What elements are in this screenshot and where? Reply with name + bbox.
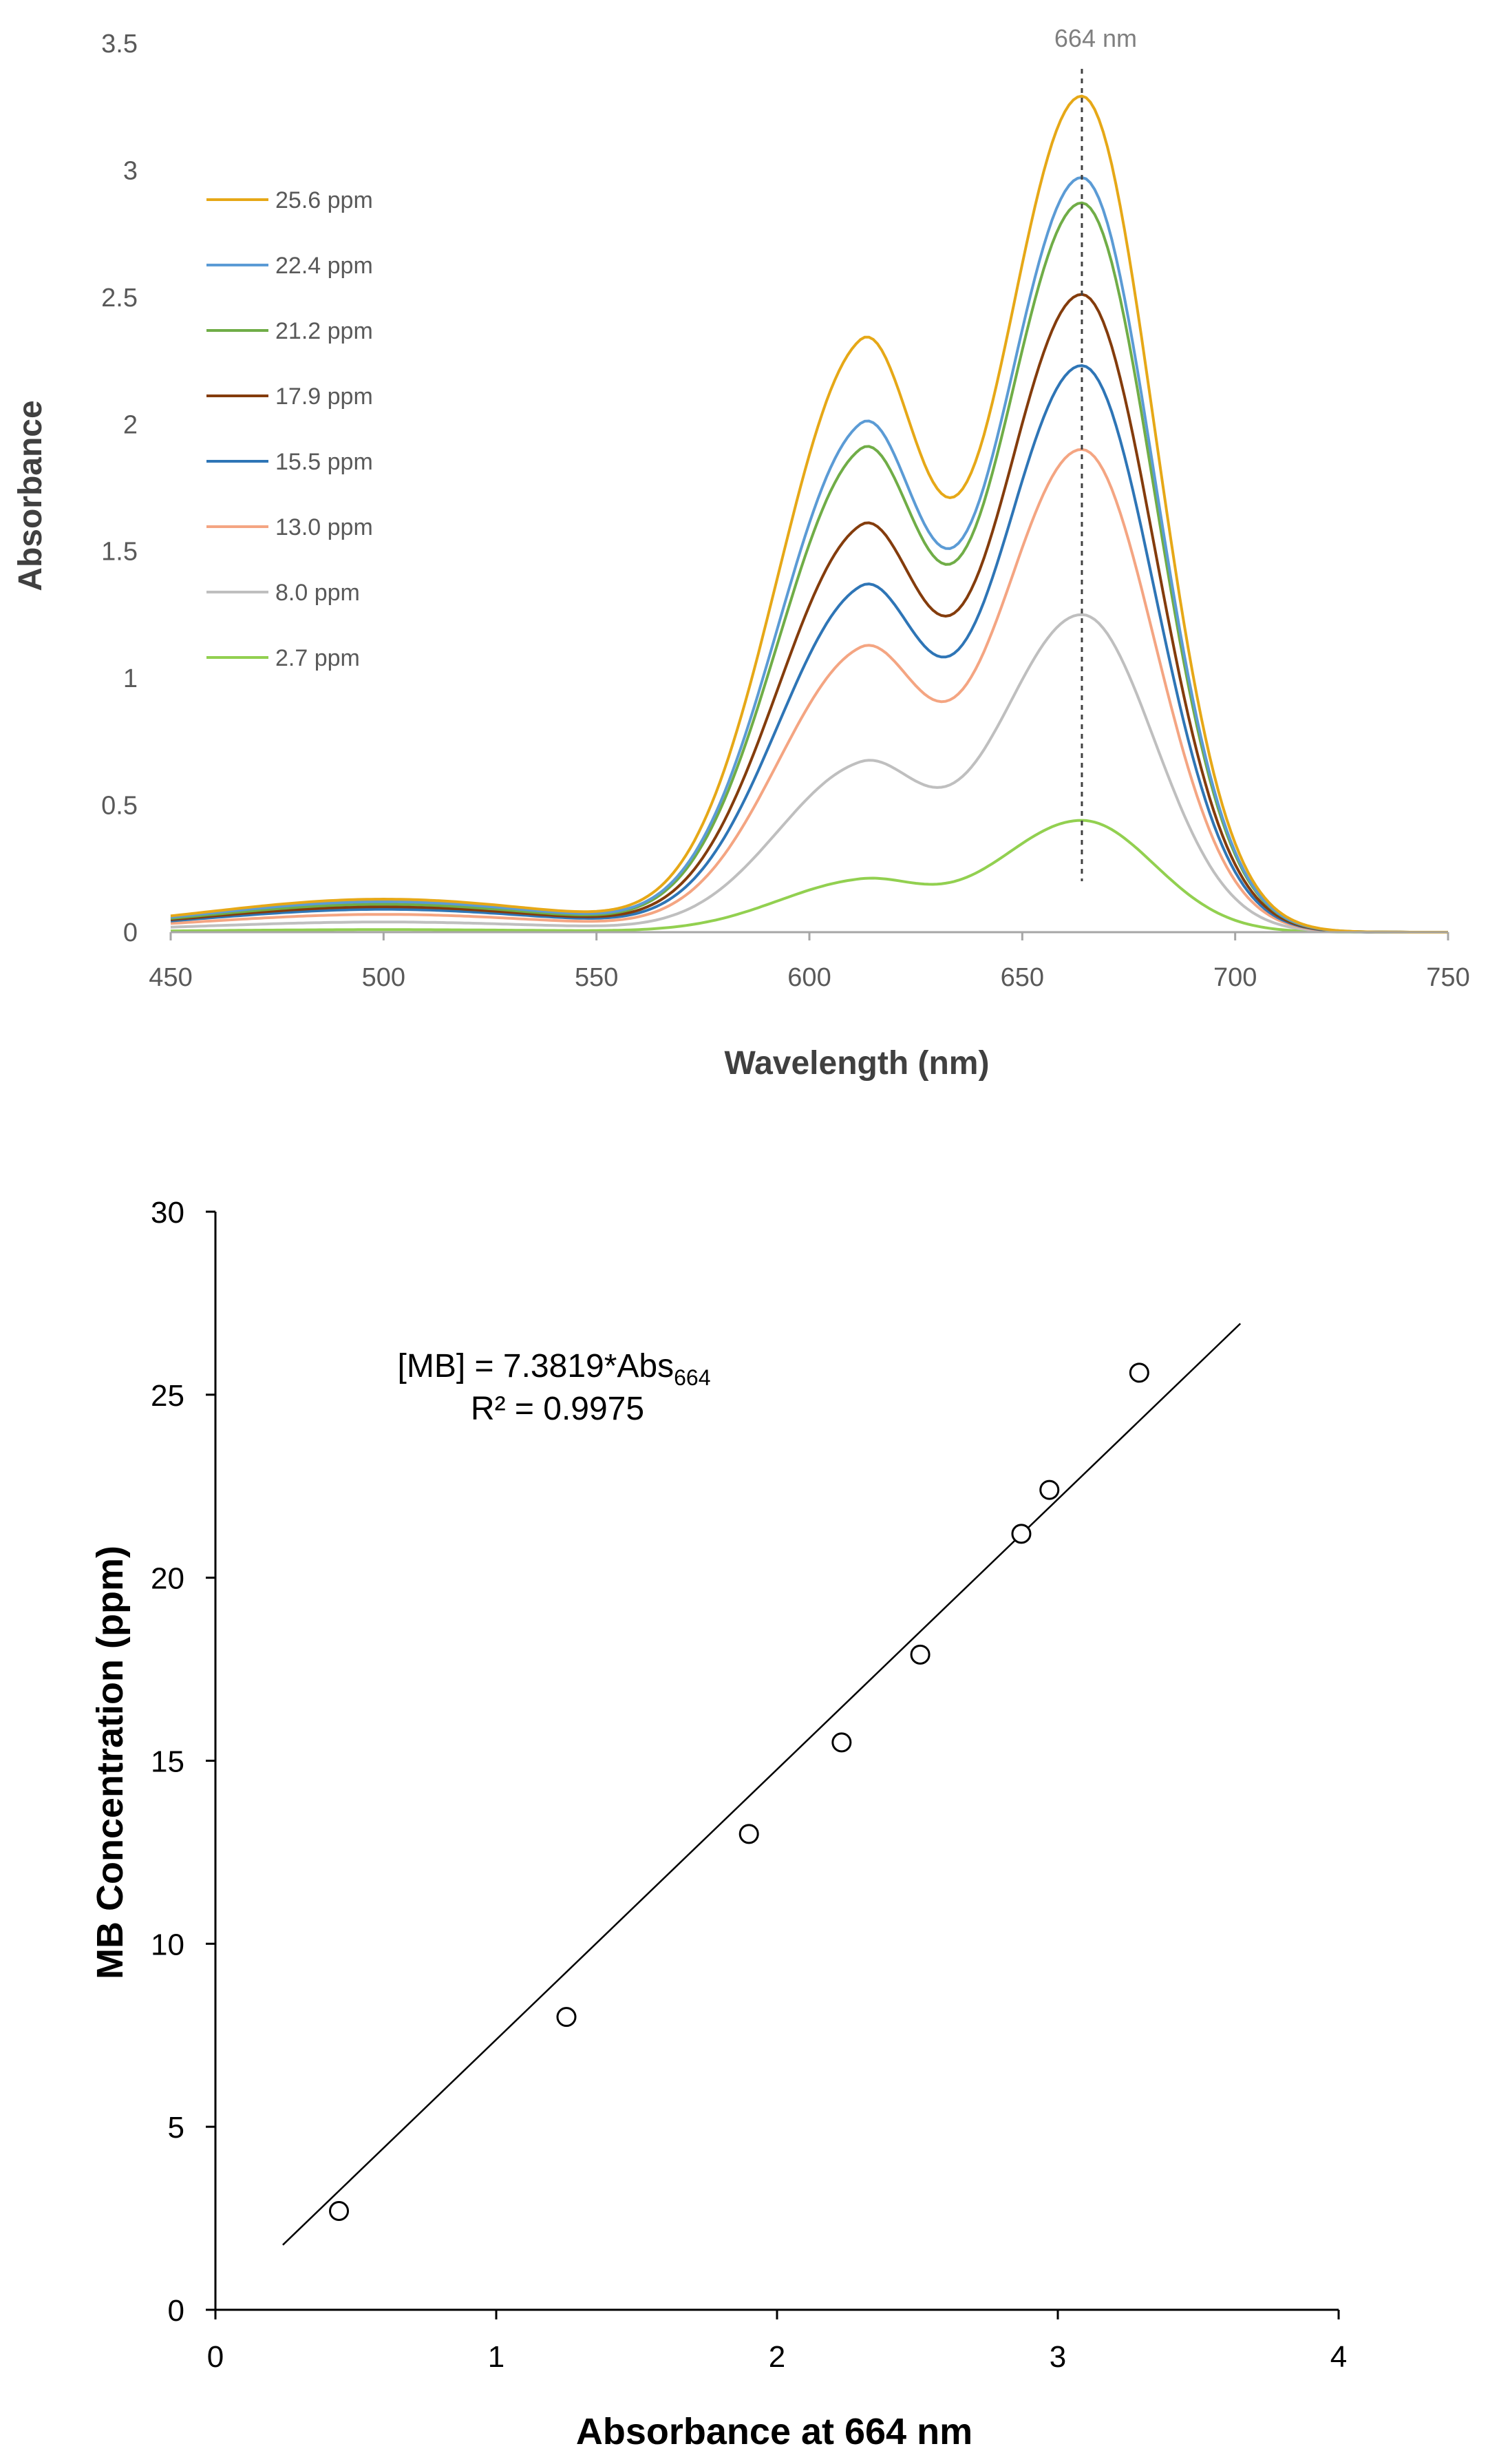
- legend-label: 13.0 ppm: [275, 514, 373, 540]
- regression-equation: [MB] = 7.3819*Abs664: [398, 1348, 711, 1390]
- y-tick-label: 3: [123, 156, 138, 185]
- y-tick-label: 5: [168, 2111, 184, 2145]
- x-tick-label: 4: [1330, 2340, 1347, 2374]
- data-point: [556, 2007, 577, 2028]
- spectrum-line-15_5-ppm: [170, 364, 1448, 934]
- trendline: [282, 1323, 1242, 2246]
- legend-label: 8.0 ppm: [275, 580, 360, 606]
- x-tick-labels: 450 500 550 600 650 700 750: [149, 963, 1469, 992]
- absorbance-spectrum-chart: 0 0.5 1 1.5 2 2.5 3 3.5 450 500 550 600 650 700 750 6…: [12, 24, 1470, 1082]
- spectrum-line-17_9-ppm: [170, 293, 1448, 934]
- legend-label: 2.7 ppm: [275, 645, 360, 671]
- data-point: [1129, 1362, 1149, 1383]
- equation-main: [MB] = 7.3819*Abs: [398, 1348, 674, 1384]
- spectrum-line-2_7-ppm: [170, 819, 1448, 934]
- y-tick-label: 0.5: [101, 792, 138, 821]
- y-tick-label: 2: [123, 410, 138, 439]
- y-tick-label: 0: [123, 918, 138, 947]
- y-tick-marks: [206, 1210, 215, 2311]
- legend-label: 22.4 ppm: [275, 253, 373, 279]
- data-point: [1039, 1480, 1060, 1500]
- spectrum-series: [170, 94, 1448, 934]
- data-points: [329, 1362, 1149, 2221]
- y-tick-label: 15: [151, 1745, 184, 1779]
- spectrum-line-22_4-ppm: [170, 176, 1448, 934]
- x-tick-label: 0: [207, 2340, 224, 2374]
- y-axis-title: MB Concentration (ppm): [89, 1546, 131, 1979]
- y-tick-labels: 0 5 10 15 20 25 30: [151, 1196, 184, 2328]
- x-tick-label: 600: [787, 963, 831, 992]
- x-axis-title: Wavelength (nm): [725, 1045, 990, 1082]
- y-tick-label: 3.5: [101, 30, 138, 59]
- equation-subscript: 664: [674, 1365, 710, 1390]
- x-tick-label: 2: [769, 2340, 785, 2374]
- data-point: [1011, 1524, 1032, 1544]
- spectrum-line-25_6-ppm: [170, 94, 1448, 934]
- x-tick-label: 550: [575, 963, 618, 992]
- y-tick-label: 20: [151, 1562, 184, 1596]
- y-tick-label: 10: [151, 1928, 184, 1961]
- x-tick-label: 700: [1213, 963, 1257, 992]
- y-tick-label: 1.5: [101, 538, 138, 567]
- x-axis-title: Absorbance at 664 nm: [576, 2411, 972, 2452]
- data-point: [738, 1824, 759, 1844]
- legend-label: 17.9 ppm: [275, 383, 373, 410]
- x-tick-label: 3: [1050, 2340, 1066, 2374]
- y-tick-label: 25: [151, 1379, 184, 1413]
- x-tick-label: 500: [362, 963, 405, 992]
- spectrum-line-8_0-ppm: [170, 613, 1448, 934]
- x-tick-marks: [214, 2310, 1340, 2319]
- y-axis-title: Absorbance: [12, 400, 49, 591]
- peak-marker-label: 664 nm: [1054, 24, 1137, 52]
- y-tick-labels: 0 0.5 1 1.5 2 2.5 3 3.5: [101, 30, 138, 947]
- x-tick-label: 750: [1426, 963, 1469, 992]
- r-squared-label: R² = 0.9975: [471, 1391, 644, 1427]
- legend-label: 21.2 ppm: [275, 318, 373, 344]
- x-tick-label: 650: [1001, 963, 1044, 992]
- legend: 25.6 ppm 22.4 ppm 21.2 ppm 17.9 ppm 15.5 ppm…: [206, 187, 373, 671]
- data-point: [910, 1644, 931, 1665]
- y-tick-label: 0: [168, 2294, 184, 2328]
- spectrum-line-13_0-ppm: [170, 447, 1448, 934]
- legend-label: 25.6 ppm: [275, 187, 373, 213]
- y-tick-label: 2.5: [101, 284, 138, 313]
- data-point: [329, 2200, 350, 2221]
- x-tick-label: 450: [149, 963, 192, 992]
- legend-label: 15.5 ppm: [275, 449, 373, 475]
- x-tick-label: 1: [488, 2340, 504, 2374]
- x-tick-labels: 0 1 2 3 4: [207, 2340, 1347, 2374]
- data-point: [831, 1732, 852, 1753]
- y-tick-label: 30: [151, 1196, 184, 1230]
- y-tick-label: 1: [123, 664, 138, 693]
